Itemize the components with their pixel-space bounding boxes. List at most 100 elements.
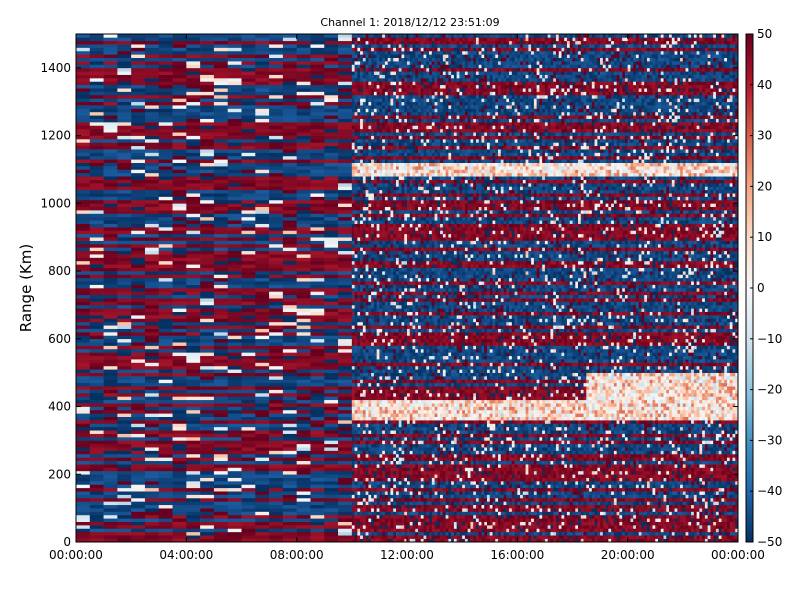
heatmap-cell: [533, 518, 537, 522]
heatmap-cell: [498, 477, 502, 482]
heatmap-cell: [459, 504, 463, 509]
heatmap-cell: [580, 477, 584, 482]
heatmap-cell: [726, 487, 731, 492]
heatmap-cell: [558, 447, 562, 451]
heatmap-cell: [735, 450, 739, 455]
heatmap-cell: [707, 491, 711, 495]
heatmap-cell: [354, 470, 358, 475]
heatmap-cell: [616, 481, 620, 485]
heatmap-cell: [282, 504, 297, 509]
heatmap-cell: [671, 508, 675, 512]
heatmap-cell: [674, 487, 678, 492]
heatmap-cell: [605, 531, 609, 536]
heatmap-cell: [536, 487, 540, 492]
heatmap-cell: [586, 477, 590, 482]
heatmap-cell: [671, 440, 675, 445]
heatmap-cell: [517, 440, 521, 445]
heatmap-cell: [594, 538, 598, 543]
heatmap-cell: [677, 450, 681, 455]
heatmap-cell: [393, 470, 397, 475]
heatmap-cell: [641, 508, 645, 512]
heatmap-cell: [379, 525, 383, 529]
heatmap-cell: [635, 453, 639, 458]
heatmap-cell: [724, 443, 728, 448]
heatmap-cell: [619, 508, 623, 512]
heatmap-cell: [384, 433, 388, 438]
heatmap-cell: [440, 508, 444, 512]
heatmap-cell: [655, 484, 659, 489]
heatmap-cell: [437, 464, 441, 468]
heatmap-cell: [635, 491, 639, 495]
heatmap-cell: [282, 443, 297, 448]
heatmap-cell: [351, 491, 355, 495]
heatmap-cell: [611, 521, 615, 526]
heatmap-cell: [269, 491, 284, 495]
heatmap-cell: [495, 470, 499, 475]
heatmap-cell: [269, 450, 284, 455]
heatmap-cell: [365, 450, 369, 455]
heatmap-cell: [464, 474, 468, 478]
heatmap-cell: [442, 501, 446, 506]
heatmap-cell: [572, 511, 576, 516]
heatmap-cell: [459, 528, 463, 533]
heatmap-cell: [685, 528, 689, 533]
heatmap-cell: [371, 484, 375, 489]
heatmap-cell: [680, 525, 684, 529]
heatmap-cell: [437, 521, 441, 526]
heatmap-cell: [489, 504, 493, 509]
heatmap-cell: [627, 467, 631, 472]
heatmap-cell: [415, 457, 419, 462]
heatmap-cell: [638, 508, 642, 512]
heatmap-cell: [682, 477, 686, 482]
heatmap-cell: [624, 457, 628, 462]
heatmap-cell: [591, 447, 595, 451]
heatmap-cell: [324, 504, 339, 509]
heatmap-cell: [117, 453, 132, 458]
heatmap-cell: [619, 528, 623, 533]
heatmap-cell: [404, 538, 408, 543]
heatmap-cell: [613, 474, 617, 478]
heatmap-cell: [172, 528, 187, 533]
heatmap-cell: [310, 538, 325, 543]
heatmap-cell: [715, 474, 719, 478]
heatmap-cell: [522, 531, 526, 536]
heatmap-cell: [674, 501, 678, 506]
heatmap-cell: [442, 497, 446, 502]
heatmap-cell: [227, 477, 242, 482]
heatmap-cell: [379, 528, 383, 533]
heatmap-cell: [384, 497, 388, 502]
heatmap-cell: [103, 450, 118, 455]
heatmap-cell: [671, 538, 675, 543]
heatmap-cell: [566, 501, 571, 506]
heatmap-cell: [649, 535, 653, 539]
heatmap-cell: [627, 497, 631, 502]
heatmap-cell: [481, 508, 485, 512]
heatmap-cell: [500, 491, 504, 495]
heatmap-cell: [726, 477, 731, 482]
heatmap-cell: [511, 487, 515, 492]
heatmap-cell: [555, 494, 560, 499]
heatmap-cell: [401, 504, 405, 509]
heatmap-cell: [393, 447, 397, 451]
heatmap-cell: [646, 504, 651, 509]
heatmap-cell: [484, 531, 488, 536]
heatmap-cell: [338, 514, 353, 519]
heatmap-cell: [605, 501, 609, 506]
heatmap-cell: [580, 538, 584, 543]
heatmap-cell: [663, 481, 667, 485]
heatmap-cell: [429, 525, 433, 529]
heatmap-cell: [186, 440, 201, 445]
heatmap-cell: [186, 460, 201, 465]
heatmap-cell: [666, 508, 670, 512]
heatmap-cell: [324, 521, 339, 526]
heatmap-cell: [594, 474, 598, 478]
heatmap-cell: [635, 487, 639, 492]
heatmap-cell: [566, 474, 571, 478]
heatmap-cell: [429, 504, 433, 509]
heatmap-cell: [453, 447, 457, 451]
heatmap-cell: [622, 535, 626, 539]
heatmap-cell: [462, 487, 466, 492]
heatmap-cell: [384, 535, 388, 539]
heatmap-cell: [688, 474, 692, 478]
heatmap-cell: [572, 494, 576, 499]
